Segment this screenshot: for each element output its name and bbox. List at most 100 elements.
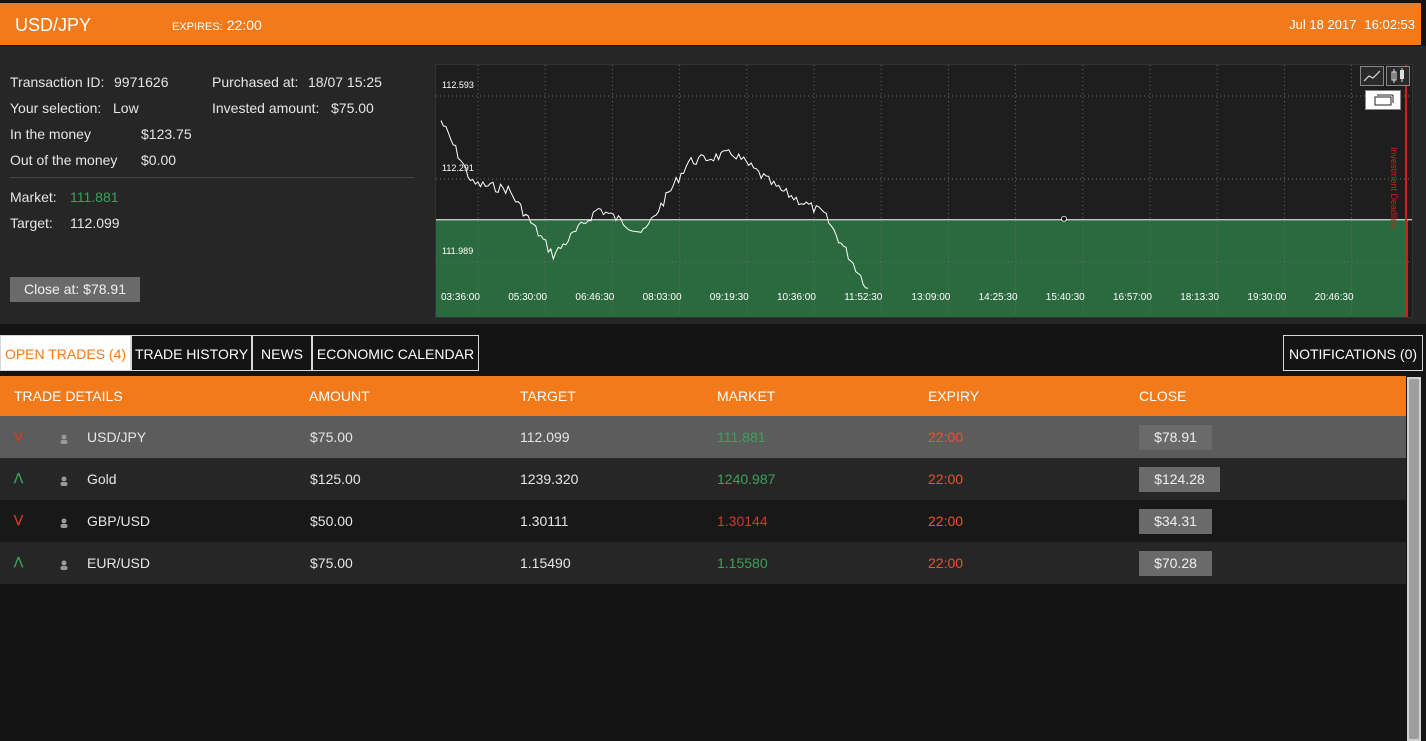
in-the-money-zone bbox=[436, 219, 1408, 317]
direction-down-icon: ⋁ bbox=[14, 514, 24, 526]
tab-trade-history[interactable]: TRADE HISTORY bbox=[131, 335, 252, 371]
table-row[interactable]: ⋀ Gold $125.00 1239.320 1240.987 22:00 $… bbox=[0, 458, 1406, 500]
column-header: MARKET bbox=[717, 388, 776, 404]
direction-down-icon: ⋁ bbox=[14, 430, 24, 442]
header-bar: USD/JPY EXPIRES: 22:00 Jul 18 2017 16:02:5… bbox=[0, 3, 1421, 45]
x-tick-label: 14:25:30 bbox=[979, 292, 1018, 303]
close-trade-button[interactable]: $34.31 bbox=[1139, 509, 1212, 534]
selection-value: Low bbox=[113, 100, 139, 116]
tab-notifications[interactable]: NOTIFICATIONS (0) bbox=[1283, 335, 1423, 371]
tab-economic-calendar[interactable]: ECONOMIC CALENDAR bbox=[312, 335, 479, 371]
y-tick-label: 112.593 bbox=[442, 80, 474, 90]
x-tick-label: 09:19:30 bbox=[710, 292, 749, 303]
trade-amount: $75.00 bbox=[310, 555, 353, 571]
x-tick-label: 13:09:00 bbox=[911, 292, 950, 303]
invested-label: Invested amount: bbox=[212, 100, 320, 116]
purchased-label: Purchased at: bbox=[212, 74, 299, 90]
target-value: 112.099 bbox=[70, 215, 120, 231]
tab-open-trades[interactable]: OPEN TRADES (4) bbox=[0, 335, 131, 371]
market-label: Market: bbox=[10, 189, 57, 205]
trade-target: 1239.320 bbox=[520, 471, 579, 487]
trade-target: 112.099 bbox=[520, 429, 570, 445]
trade-amount: $125.00 bbox=[310, 471, 361, 487]
expires-value: 22:00 bbox=[226, 17, 262, 33]
asset-name: USD/JPY bbox=[87, 429, 147, 445]
tab-news[interactable]: NEWS bbox=[252, 335, 312, 371]
table-row[interactable]: ⋁ GBP/USD $50.00 1.30111 1.30144 22:00 $… bbox=[0, 500, 1406, 542]
current-date: Jul 18 2017 bbox=[1289, 17, 1357, 32]
purchased-value: 18/07 15:25 bbox=[308, 74, 382, 90]
price-chart-svg: 112.593 112.291 111.989 03:36:00 05:30:00 06:… bbox=[436, 65, 1412, 317]
trade-expiry: 22:00 bbox=[928, 429, 964, 445]
table-row[interactable]: ⋀ EUR/USD $75.00 1.15490 1.15580 22:00 $… bbox=[0, 542, 1406, 584]
out-money-label: Out of the money bbox=[10, 152, 118, 168]
column-header: AMOUNT bbox=[309, 388, 370, 404]
selection-label: Your selection: bbox=[10, 100, 102, 116]
x-tick-label: 11:52:30 bbox=[844, 292, 883, 303]
trades-table-header: TRADE DETAILS AMOUNT TARGET MARKET EXPIR… bbox=[0, 376, 1406, 416]
market-value: 111.881 bbox=[70, 189, 119, 205]
x-tick-label: 03:36:00 bbox=[441, 292, 480, 303]
close-trade-button[interactable]: $70.28 bbox=[1139, 551, 1212, 576]
person-icon bbox=[60, 557, 68, 570]
line-chart-icon[interactable] bbox=[1360, 66, 1384, 86]
in-money-label: In the money bbox=[10, 126, 91, 142]
in-money-value: $123.75 bbox=[141, 126, 192, 142]
column-header: EXPIRY bbox=[928, 388, 980, 404]
table-scrollbar[interactable] bbox=[1407, 377, 1421, 741]
current-datetime: Jul 18 2017 16:02:53 bbox=[1289, 17, 1415, 32]
x-tick-label: 19:30:00 bbox=[1247, 292, 1286, 303]
column-header: TRADE DETAILS bbox=[14, 388, 123, 404]
purchase-marker bbox=[1061, 215, 1067, 222]
y-tick-label: 111.989 bbox=[442, 246, 473, 256]
direction-up-icon: ⋀ bbox=[14, 556, 24, 568]
x-tick-label: 20:46:30 bbox=[1315, 292, 1354, 303]
expiry-info: EXPIRES: 22:00 bbox=[172, 17, 262, 33]
trade-amount: $50.00 bbox=[310, 513, 353, 529]
trade-market: 1240.987 bbox=[717, 471, 776, 487]
scrollbar-thumb[interactable] bbox=[1409, 379, 1419, 739]
x-tick-label: 16:57:00 bbox=[1113, 292, 1152, 303]
y-tick-label: 112.291 bbox=[442, 163, 474, 173]
close-trade-button[interactable]: $78.91 bbox=[1139, 425, 1212, 450]
trade-target: 1.15490 bbox=[520, 555, 571, 571]
asset-name: Gold bbox=[87, 471, 117, 487]
asset-name: EUR/USD bbox=[87, 555, 151, 571]
target-label: Target: bbox=[10, 215, 53, 231]
person-icon bbox=[60, 473, 68, 486]
x-tick-label: 15:40:30 bbox=[1046, 292, 1085, 303]
close-trade-button[interactable]: $124.28 bbox=[1139, 467, 1220, 492]
investment-deadline-label: Investment Deadline bbox=[1389, 147, 1399, 229]
expires-label: EXPIRES: bbox=[172, 21, 223, 33]
transaction-id-label: Transaction ID: bbox=[10, 74, 105, 90]
transaction-id: 9971626 bbox=[114, 74, 169, 90]
trade-amount: $75.00 bbox=[310, 429, 353, 445]
trade-expiry: 22:00 bbox=[928, 555, 964, 571]
close-trade-button[interactable]: Close at: $78.91 bbox=[10, 277, 140, 302]
invested-value: $75.00 bbox=[331, 100, 374, 116]
column-header: TARGET bbox=[520, 388, 576, 404]
trade-expiry: 22:00 bbox=[928, 513, 964, 529]
current-time: 16:02:53 bbox=[1364, 17, 1415, 32]
trade-market: 1.15580 bbox=[717, 555, 768, 571]
asset-name: GBP/USD bbox=[87, 513, 151, 529]
details-divider bbox=[10, 177, 414, 178]
x-tick-label: 08:03:00 bbox=[643, 292, 682, 303]
window-icon[interactable] bbox=[1365, 90, 1401, 110]
direction-up-icon: ⋀ bbox=[14, 472, 24, 484]
x-tick-label: 10:36:00 bbox=[777, 292, 816, 303]
x-tick-label: 06:46:30 bbox=[575, 292, 614, 303]
out-money-value: $0.00 bbox=[141, 152, 177, 168]
candlestick-icon[interactable] bbox=[1386, 66, 1410, 86]
person-icon bbox=[60, 431, 68, 444]
price-chart: 112.593 112.291 111.989 03:36:00 05:30:00 06:… bbox=[435, 64, 1413, 318]
column-header: CLOSE bbox=[1139, 388, 1187, 404]
trade-target: 1.30111 bbox=[520, 513, 569, 529]
person-icon bbox=[60, 515, 68, 528]
trade-market: 1.30144 bbox=[717, 513, 768, 529]
table-row[interactable]: ⋁ USD/JPY $75.00 112.099 111.881 22:00 $… bbox=[0, 416, 1406, 458]
price-line bbox=[440, 120, 869, 289]
trade-expiry: 22:00 bbox=[928, 471, 964, 487]
trade-market: 111.881 bbox=[717, 429, 766, 445]
asset-pair-title: USD/JPY bbox=[15, 15, 92, 35]
